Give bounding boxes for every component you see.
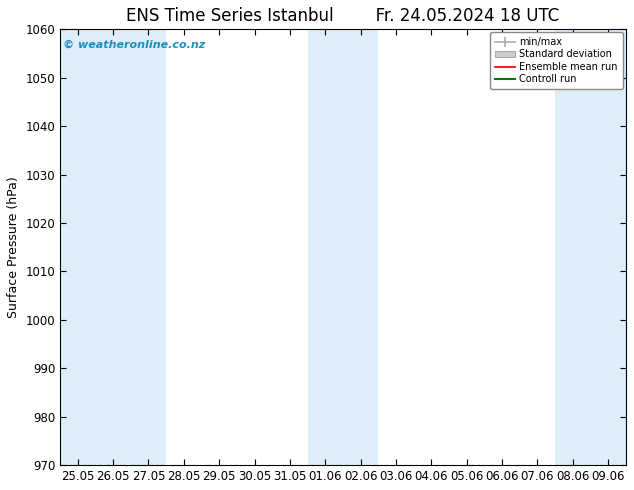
Text: © weatheronline.co.nz: © weatheronline.co.nz	[63, 40, 205, 50]
Bar	[307, 29, 343, 465]
Bar	[96, 29, 131, 465]
Bar	[343, 29, 378, 465]
Legend: min/max, Standard deviation, Ensemble mean run, Controll run: min/max, Standard deviation, Ensemble me…	[490, 32, 623, 89]
Title: ENS Time Series Istanbul        Fr. 24.05.2024 18 UTC: ENS Time Series Istanbul Fr. 24.05.2024 …	[126, 7, 560, 25]
Bar	[60, 29, 96, 465]
Bar	[590, 29, 626, 465]
Bar	[555, 29, 590, 465]
Bar	[131, 29, 166, 465]
Y-axis label: Surface Pressure (hPa): Surface Pressure (hPa)	[7, 176, 20, 318]
